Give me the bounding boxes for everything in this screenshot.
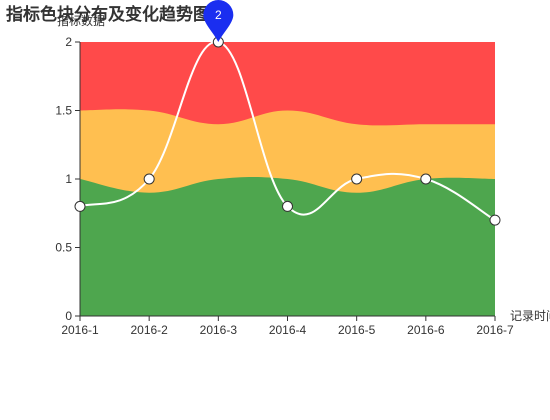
x-tick-label: 2016-7: [476, 323, 514, 337]
data-point-6: [489, 214, 501, 226]
y-tick-label: 2: [65, 35, 72, 49]
band-0: [80, 176, 495, 316]
max-mark-pin: [203, 0, 234, 42]
y-tick-label: 1.5: [55, 104, 72, 118]
x-tick-label: 2016-4: [269, 323, 307, 337]
data-point-4: [351, 173, 363, 185]
data-point-3: [282, 200, 293, 212]
chart-title: 指标色块分布及变化趋势图: [6, 4, 210, 25]
x-tick-label: 2016-1: [61, 323, 99, 337]
plot-area: 0 0.5 1 1.5 2 2016-1 2016-2 2016-3 2016-4 2016-5 2…: [55, 0, 514, 337]
y-tick-label: 0.5: [55, 241, 72, 255]
y-tick-label: 1: [65, 172, 72, 186]
y-axis-label: 指标数据: [57, 13, 105, 28]
x-tick-label: 2016-5: [338, 323, 376, 337]
x-tick-label: 2016-6: [407, 323, 445, 337]
data-point-5: [420, 173, 432, 185]
data-point-1: [143, 173, 155, 185]
max-mark-label: 2: [215, 8, 222, 22]
x-axis-label: 记录时间: [510, 309, 550, 323]
x-tick-label: 2016-3: [200, 323, 238, 337]
x-tick-label: 2016-2: [130, 323, 168, 337]
y-tick-label: 0: [65, 309, 72, 323]
data-point-0: [74, 200, 86, 212]
